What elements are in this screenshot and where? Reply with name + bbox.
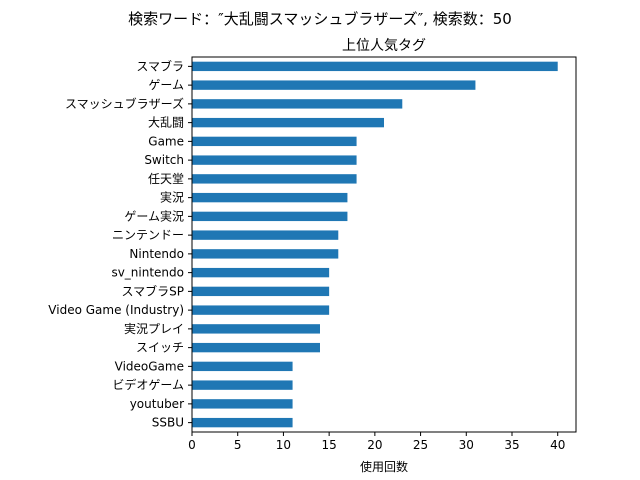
- bar-2: [192, 99, 403, 109]
- y-tick-label: ゲーム実況: [124, 208, 184, 223]
- x-tick-label: 35: [504, 438, 519, 452]
- x-tick-label: 10: [276, 438, 291, 452]
- x-tick-label: 25: [413, 438, 428, 452]
- figure-suptitle: 検索ワード：″大乱闘スマッシュブラザーズ″, 検索数：50: [128, 10, 512, 28]
- bar-8: [192, 211, 348, 222]
- bar-0: [192, 61, 558, 72]
- bars-group: [192, 61, 558, 428]
- y-tick-label: SSBU: [152, 416, 184, 430]
- y-tick-label: 大乱闘: [148, 116, 184, 130]
- plot-frame: [191, 56, 577, 433]
- y-tick-label: youtuber: [130, 397, 184, 411]
- bar-13: [192, 305, 330, 315]
- y-tick-label: 実況プレイ: [124, 321, 184, 336]
- x-tick-label: 40: [550, 438, 565, 452]
- bar-1: [192, 80, 476, 90]
- x-tick-label: 15: [322, 438, 337, 452]
- bar-5: [192, 155, 357, 165]
- y-tick-label: Switch: [144, 153, 184, 167]
- bar-16: [192, 361, 293, 372]
- x-ticks-group: 0 5 10 15 20 25 30 35 40: [188, 432, 565, 452]
- x-tick-label: 5: [234, 438, 242, 452]
- y-tick-label: VideoGame: [115, 359, 184, 373]
- bar-12: [192, 286, 330, 297]
- y-tick-label: ビデオゲーム: [112, 377, 184, 392]
- y-tick-label: スマブラSP: [122, 283, 185, 298]
- bar-3: [192, 117, 384, 128]
- x-tick-label: 0: [188, 438, 196, 452]
- bar-15: [192, 342, 320, 353]
- y-tick-label: sv_nintendo: [111, 266, 184, 280]
- chart-title: 上位人気タグ: [342, 38, 426, 54]
- bar-10: [192, 249, 339, 259]
- y-tick-label: スマッシュブラザーズ: [65, 96, 184, 111]
- bar-9: [192, 230, 339, 240]
- bar-4: [192, 136, 357, 147]
- y-tick-label: 実況: [160, 190, 184, 205]
- y-tick-label: Game: [148, 134, 184, 148]
- y-tick-label: Video Game (Industry): [48, 303, 184, 317]
- bar-17: [192, 380, 293, 390]
- bar-14: [192, 324, 320, 334]
- y-tick-label: ニンテンドー: [112, 228, 184, 242]
- bar-7: [192, 192, 348, 203]
- bar-6: [192, 174, 357, 184]
- y-tick-label: スイッチ: [136, 341, 184, 355]
- y-tick-label: ゲーム: [148, 78, 184, 92]
- bar-11: [192, 267, 330, 278]
- y-tick-label: Nintendo: [129, 247, 184, 261]
- x-axis-label: 使用回数: [360, 459, 408, 474]
- bar-18: [192, 399, 293, 409]
- bar-19: [192, 417, 293, 428]
- y-tick-label: 任天堂: [148, 172, 184, 186]
- x-tick-label: 20: [367, 438, 382, 452]
- y-tick-label: スマブラ: [136, 58, 184, 73]
- x-tick-label: 30: [459, 438, 474, 452]
